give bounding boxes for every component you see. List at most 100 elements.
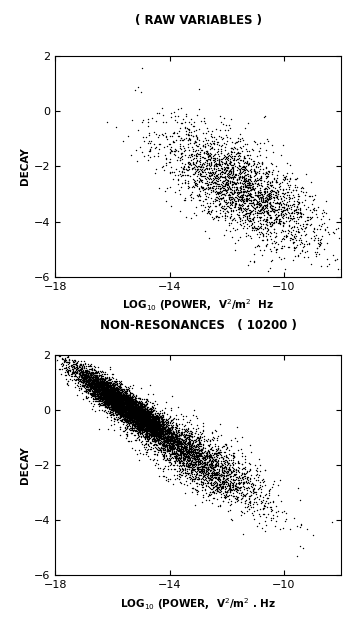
Point <box>116 393 122 403</box>
Point <box>126 416 132 426</box>
Point <box>122 406 128 416</box>
Point <box>235 157 241 167</box>
Point <box>159 427 164 437</box>
Point <box>134 407 140 417</box>
Point <box>225 176 231 186</box>
Point <box>135 424 140 434</box>
Point <box>134 409 140 419</box>
Point <box>275 204 281 214</box>
Point <box>142 410 148 420</box>
Point <box>246 458 252 468</box>
Point <box>120 402 126 412</box>
Point <box>266 210 272 220</box>
Point <box>167 445 172 455</box>
Point <box>133 412 139 422</box>
Point <box>140 417 146 427</box>
Point <box>162 428 168 438</box>
Point <box>215 472 221 482</box>
Point <box>217 470 223 480</box>
Point <box>118 385 124 395</box>
Point <box>245 118 251 128</box>
Point <box>176 435 182 445</box>
Point <box>251 194 257 204</box>
Point <box>130 417 136 427</box>
Point <box>175 437 180 447</box>
Point <box>86 385 92 395</box>
Point <box>144 424 149 434</box>
Point <box>209 474 215 484</box>
Point <box>119 394 124 404</box>
Point <box>200 166 205 176</box>
Point <box>120 390 125 400</box>
Point <box>152 413 158 423</box>
Point <box>104 394 109 404</box>
Point <box>124 402 130 412</box>
Point <box>264 208 270 218</box>
Point <box>109 404 115 414</box>
Point <box>107 378 113 388</box>
Point <box>106 374 112 384</box>
Point <box>190 453 196 463</box>
Point <box>216 174 221 183</box>
Point <box>130 403 136 413</box>
Point <box>196 460 201 470</box>
Point <box>164 434 170 443</box>
Point <box>159 425 164 435</box>
Point <box>134 408 140 418</box>
Point <box>122 399 128 409</box>
Point <box>159 412 165 422</box>
Point <box>152 423 158 433</box>
Point <box>146 410 152 420</box>
Point <box>79 362 85 372</box>
Point <box>263 167 269 177</box>
Point <box>153 417 159 427</box>
Point <box>84 361 89 371</box>
Point <box>128 399 134 409</box>
Point <box>180 454 185 464</box>
Point <box>120 407 126 417</box>
Point <box>117 389 123 399</box>
Point <box>176 458 181 468</box>
Point <box>107 383 113 393</box>
Point <box>204 449 210 459</box>
Point <box>114 398 120 408</box>
Point <box>214 171 220 181</box>
Point <box>98 378 104 388</box>
Point <box>84 381 90 391</box>
Point <box>260 475 266 485</box>
Point <box>111 384 117 394</box>
Point <box>173 452 179 462</box>
Point <box>136 401 141 411</box>
Point <box>304 246 310 256</box>
Point <box>123 389 129 399</box>
Point <box>265 168 270 178</box>
Point <box>135 411 141 421</box>
Point <box>265 177 270 187</box>
Point <box>191 117 197 127</box>
Point <box>220 172 226 182</box>
Point <box>83 370 89 380</box>
Point <box>101 384 106 394</box>
Point <box>157 439 163 449</box>
Point <box>90 394 96 404</box>
Point <box>100 385 106 395</box>
Point <box>233 198 239 208</box>
Point <box>208 479 213 489</box>
Point <box>140 406 145 415</box>
Point <box>159 424 164 434</box>
Point <box>157 424 163 434</box>
Point <box>104 380 110 390</box>
Point <box>239 162 245 172</box>
Point <box>277 216 283 226</box>
Point <box>107 391 113 401</box>
Point <box>197 427 202 437</box>
Point <box>135 420 141 430</box>
Point <box>147 414 153 424</box>
Point <box>208 484 214 494</box>
Point <box>152 415 158 425</box>
Point <box>138 407 144 417</box>
Point <box>241 196 246 206</box>
Point <box>225 470 231 480</box>
Point <box>170 428 176 438</box>
Point <box>89 364 94 374</box>
